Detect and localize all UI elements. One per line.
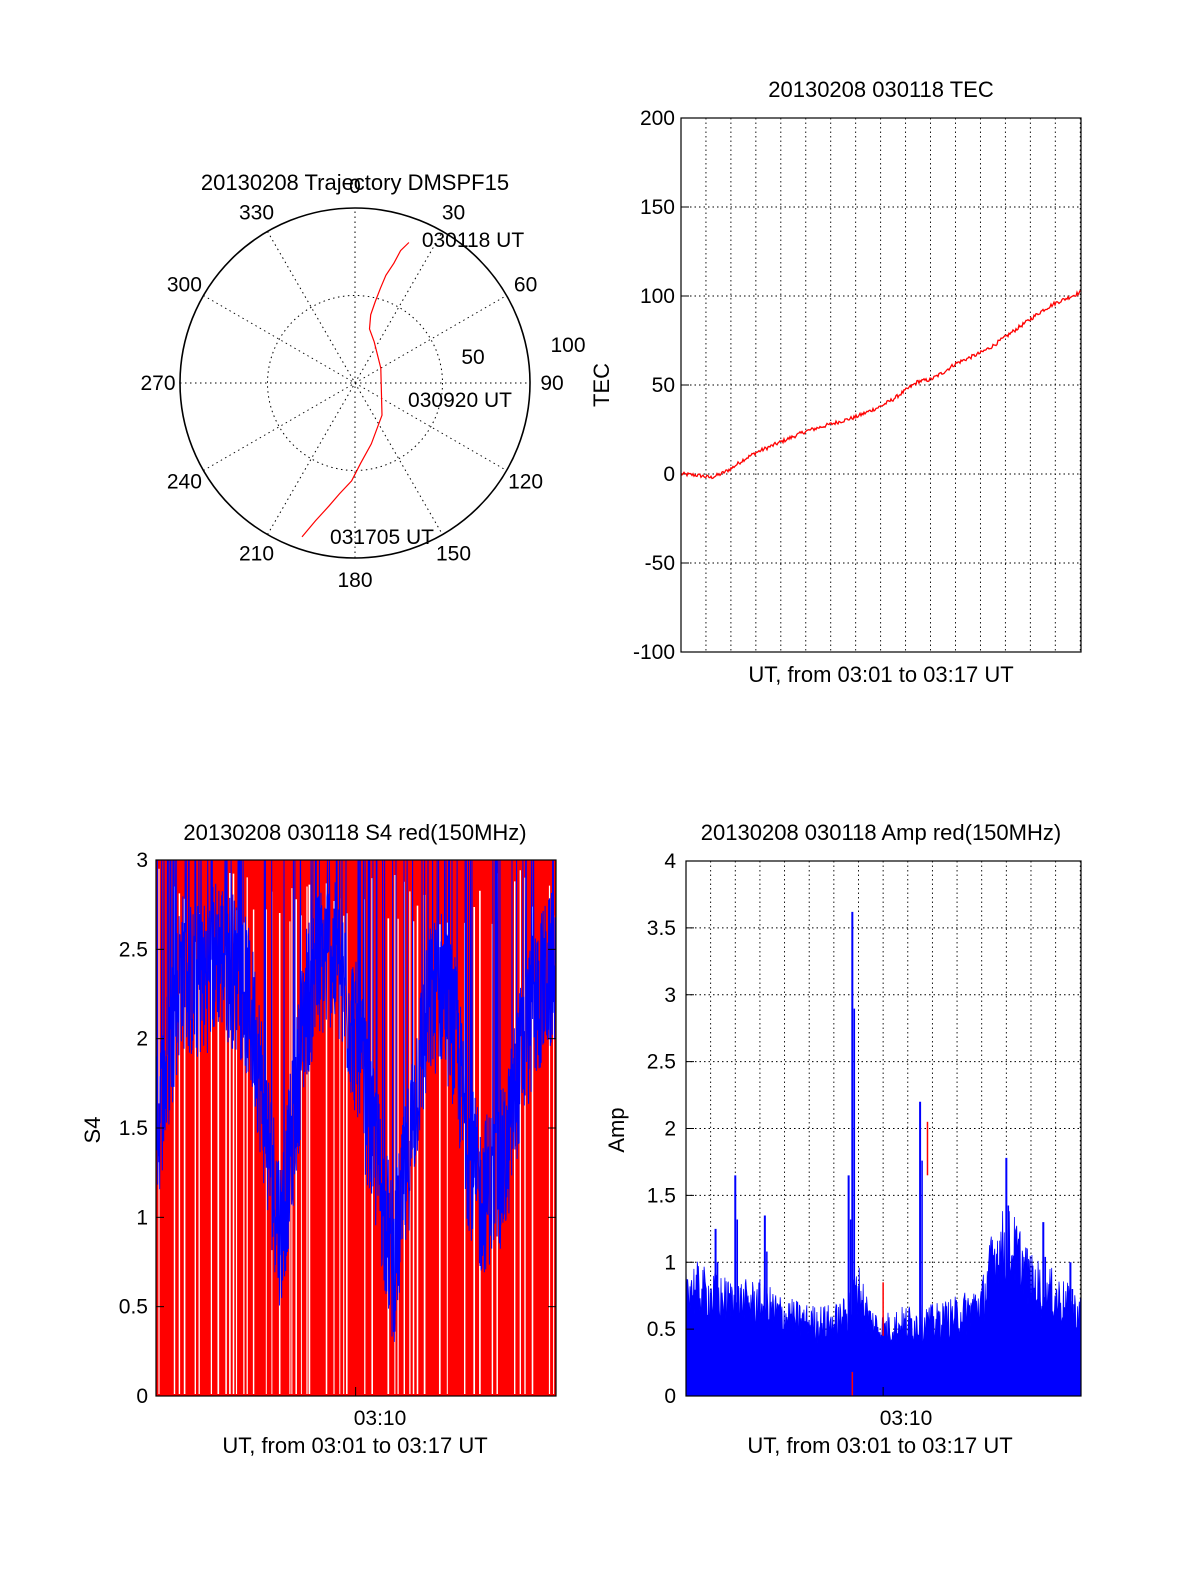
polar-azimuth-label: 120 (508, 471, 543, 494)
polar-azimuth-label: 30 (442, 201, 465, 224)
polar-azimuth-label: 150 (436, 543, 471, 566)
tec-y-label: TEC (589, 363, 614, 407)
polar-azimuth-label: 210 (239, 543, 274, 566)
polar-azimuth-label: 60 (514, 274, 537, 297)
amp-x-tick-label: 03:10 (880, 1407, 933, 1430)
polar-azimuth-label: 90 (540, 372, 563, 395)
polar-azimuth-label: 240 (167, 471, 202, 494)
y-tick-label: 2 (664, 1118, 676, 1141)
polar-radius-label-50: 50 (461, 346, 484, 369)
tec-frame (680, 117, 1082, 653)
y-tick-label: 3 (664, 984, 676, 1007)
polar-inner-circle (267, 295, 443, 471)
amp-y-tick-labels: 0 0.5 1 1.5 2 2.5 3 3.5 4 (647, 850, 884, 1408)
polar-grid (179, 207, 531, 559)
amp-frame (685, 860, 1082, 1397)
amp-blue-area (685, 1211, 1082, 1397)
y-tick-label: 3 (136, 849, 148, 872)
y-tick-label: 100 (640, 285, 675, 308)
s4-panel: 20130208 030118 S4 red(150MHz) 0 0.5 1 1.5 2… (80, 820, 557, 1458)
s4-y-tick-labels: 0 0.5 1 1.5 2 2.5 3 (119, 849, 164, 1408)
polar-spoke (267, 231, 443, 535)
s4-blue-series (155, 859, 557, 1342)
y-tick-label: 50 (652, 374, 675, 397)
s4-x-tick-label: 03:10 (354, 1407, 407, 1430)
polar-trajectory-panel: 20130208 Trajectory DMSPF15 0 30 60 90 120 15… (140, 170, 585, 592)
polar-azimuth-label: 300 (167, 274, 202, 297)
s4-x-label: UT, from 03:01 to 03:17 UT (222, 1433, 487, 1458)
y-tick-label: 1.5 (647, 1184, 676, 1207)
y-tick-label: 0.5 (647, 1318, 676, 1341)
y-tick-label: 2 (136, 1028, 148, 1051)
y-tick-label: -100 (633, 641, 675, 664)
y-tick-label: 0.5 (119, 1296, 148, 1319)
y-tick-label: 1 (664, 1251, 676, 1274)
y-tick-label: 3.5 (647, 917, 676, 940)
y-tick-label: 200 (640, 107, 675, 130)
polar-annotation-start: 030118 UT (422, 229, 525, 252)
y-tick-label: 2.5 (647, 1051, 676, 1074)
amp-y-label: Amp (604, 1107, 629, 1152)
s4-y-label: S4 (80, 1117, 105, 1144)
tec-panel: 20130208 030118 TEC -100-50050100150200 … (589, 77, 1082, 687)
s4-title: 20130208 030118 S4 red(150MHz) (183, 820, 526, 845)
tec-series-line (680, 289, 1082, 480)
tec-title: 20130208 030118 TEC (768, 77, 994, 102)
tec-y-tick-labels: -100 -50 0 50 100 150 200 (633, 107, 689, 664)
amp-title: 20130208 030118 Amp red(150MHz) (701, 820, 1061, 845)
amp-panel: 20130208 030118 Amp red(150MHz) 0 0.5 1 1.5… (604, 820, 1082, 1458)
y-tick-label: 2.5 (119, 938, 148, 961)
y-tick-label: 0 (663, 463, 675, 486)
s4-grid (355, 859, 556, 1397)
polar-azimuth-labels: 0 30 60 90 120 150 180 210 240 270 300 330 (140, 175, 563, 592)
y-tick-label: 1 (136, 1206, 148, 1229)
y-tick-label: 0 (136, 1385, 148, 1408)
polar-azimuth-label: 270 (140, 372, 175, 395)
tec-grid (681, 117, 1081, 653)
y-tick-label: 4 (664, 850, 676, 873)
tec-x-label: UT, from 03:01 to 03:17 UT (748, 662, 1013, 687)
y-tick-label: -50 (645, 552, 675, 575)
polar-annotation-end: 031705 UT (330, 526, 434, 549)
y-tick-label: 150 (640, 196, 675, 219)
amp-red-series (851, 1121, 929, 1396)
amp-x-label: UT, from 03:01 to 03:17 UT (747, 1433, 1012, 1458)
y-tick-label: 0 (664, 1385, 676, 1408)
polar-title: 20130208 Trajectory DMSPF15 (201, 170, 509, 195)
polar-annotation-mid: 030920 UT (408, 389, 512, 412)
amp-blue-series (685, 911, 1082, 1397)
polar-trajectory-track (301, 242, 410, 538)
s4-frame (155, 859, 557, 1397)
polar-azimuth-label: 0 (349, 175, 361, 198)
polar-radius-label-100: 100 (550, 334, 585, 357)
polar-azimuth-label: 180 (337, 569, 372, 592)
y-tick-label: 1.5 (119, 1117, 148, 1140)
polar-azimuth-label: 330 (239, 201, 274, 224)
